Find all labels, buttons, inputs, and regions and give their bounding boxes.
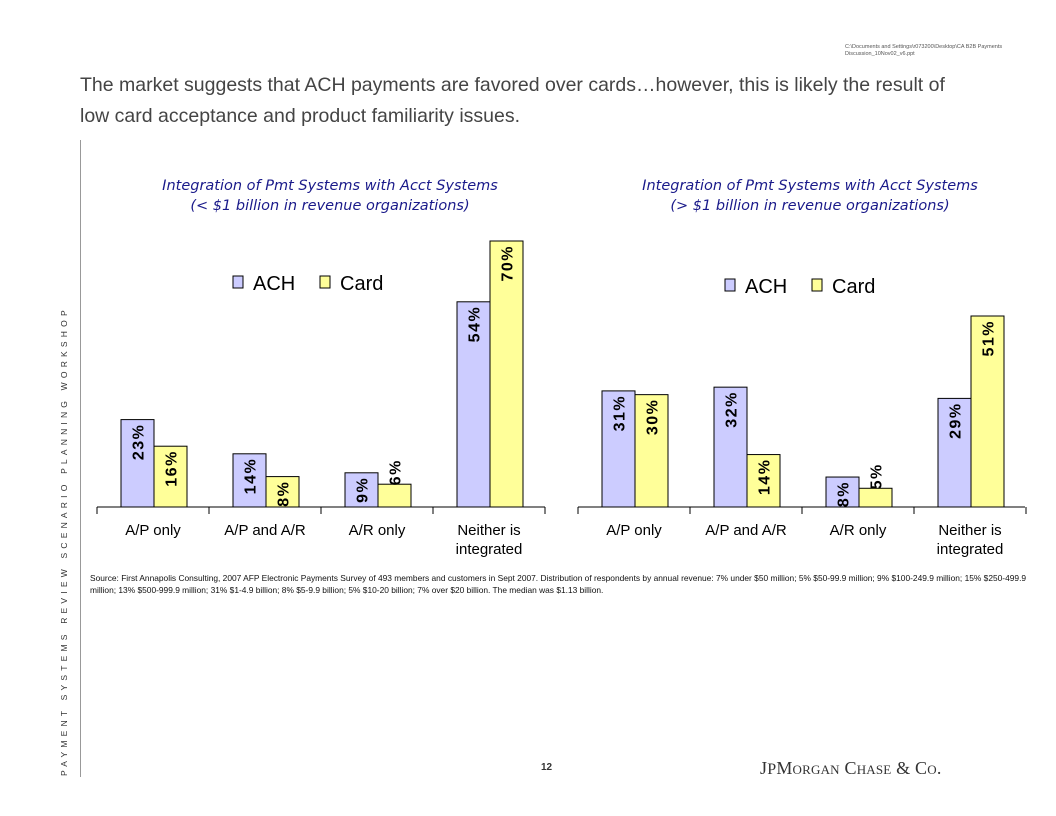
- chart-1-bar-ach-1: [120, 419, 155, 508]
- chart-2-data-label: 30%: [645, 399, 662, 436]
- page-headline: The market suggests that ACH payments ar…: [80, 74, 945, 127]
- chart-1-data-label: 9%: [355, 477, 372, 503]
- chart-2-data-label: 51%: [981, 320, 998, 357]
- chart-1-category-label: Neither is integrated: [456, 522, 523, 558]
- source-note: Source: First Annapolis Consulting, 2007…: [90, 573, 1027, 595]
- chart-1-bar-ach-2: [232, 453, 267, 508]
- chart-1-bar-card-1: [153, 445, 188, 508]
- chart-2-category-label: A/P only: [606, 522, 662, 539]
- chart-2-bar-card-2: [746, 454, 781, 508]
- chart-1-legend-label-card: Card: [340, 273, 383, 295]
- chart-2-title-line1: Integration of Pmt Systems with Acct Sys…: [642, 178, 978, 194]
- page-number: 12: [541, 762, 553, 773]
- chart-1-data-label: 16%: [164, 450, 181, 487]
- chart-2-legend-swatch-card: [811, 278, 823, 292]
- vertical-rule: [80, 140, 81, 777]
- file-path: C:\Documents and Settings\r073200\Deskto…: [845, 44, 1003, 57]
- chart-2-category-label: A/P and A/R: [705, 522, 787, 539]
- chart-2-bar-ach-2: [713, 386, 748, 508]
- chart-1-data-label: 23%: [131, 424, 148, 461]
- chart-1-data-label: 54%: [467, 306, 484, 343]
- chart-2-bar-card-4: [970, 315, 1005, 508]
- chart-1-title: Integration of Pmt Systems with Acct Sys…: [110, 176, 550, 216]
- chart-1-legend-swatch-ach: [232, 275, 244, 289]
- chart-1-category-label: A/R only: [349, 522, 406, 539]
- chart-1-data-label: 6%: [388, 459, 405, 485]
- chart-2-bar-card-1: [634, 394, 669, 508]
- chart-2-data-label: 8%: [836, 481, 853, 507]
- chart-2-data-label: 14%: [757, 459, 774, 496]
- chart-1-data-label: 14%: [243, 458, 260, 495]
- chart-2-title-line2: (> $1 billion in revenue organizations): [670, 198, 950, 214]
- chart-1-data-label: 8%: [276, 481, 293, 507]
- chart-2-category-label: A/R only: [830, 522, 887, 539]
- chart-1-bar-card-2: [265, 476, 300, 508]
- chart-1-legend-label-ach: ACH: [253, 273, 295, 295]
- chart-2-bar-card-3: [858, 487, 893, 508]
- chart-2-bar-ach-1: [601, 390, 636, 508]
- company-logo: JPMORGAN CHASE & CO.: [760, 758, 942, 778]
- chart-2-legend-label-card: Card: [832, 276, 875, 298]
- chart-1-category-label: A/P only: [125, 522, 181, 539]
- chart-1-bar-ach-4: [456, 301, 491, 508]
- chart-2-data-label: 5%: [869, 463, 886, 489]
- chart-1-title-line2: (< $1 billion in revenue organizations): [190, 198, 470, 214]
- chart-2-category-label: Neither is integrated: [937, 522, 1004, 558]
- chart-2-title: Integration of Pmt Systems with Acct Sys…: [590, 176, 1030, 216]
- chart-2-data-label: 32%: [724, 391, 741, 428]
- chart-2-data-label: 31%: [612, 395, 629, 432]
- chart-2-legend-label-ach: ACH: [745, 276, 787, 298]
- chart-1-bar-card-3: [377, 483, 412, 508]
- chart-2-data-label: 29%: [948, 402, 965, 439]
- chart-1-legend-swatch-card: [319, 275, 331, 289]
- chart-2-bar-ach-4: [937, 397, 972, 508]
- chart-1-category-label: A/P and A/R: [224, 522, 306, 539]
- chart-1-title-line1: Integration of Pmt Systems with Acct Sys…: [162, 178, 498, 194]
- chart-2-legend-swatch-ach: [724, 278, 736, 292]
- chart-2-bar-ach-3: [825, 476, 860, 508]
- chart-1-bar-card-4: [489, 240, 524, 508]
- chart-1-data-label: 70%: [500, 245, 517, 282]
